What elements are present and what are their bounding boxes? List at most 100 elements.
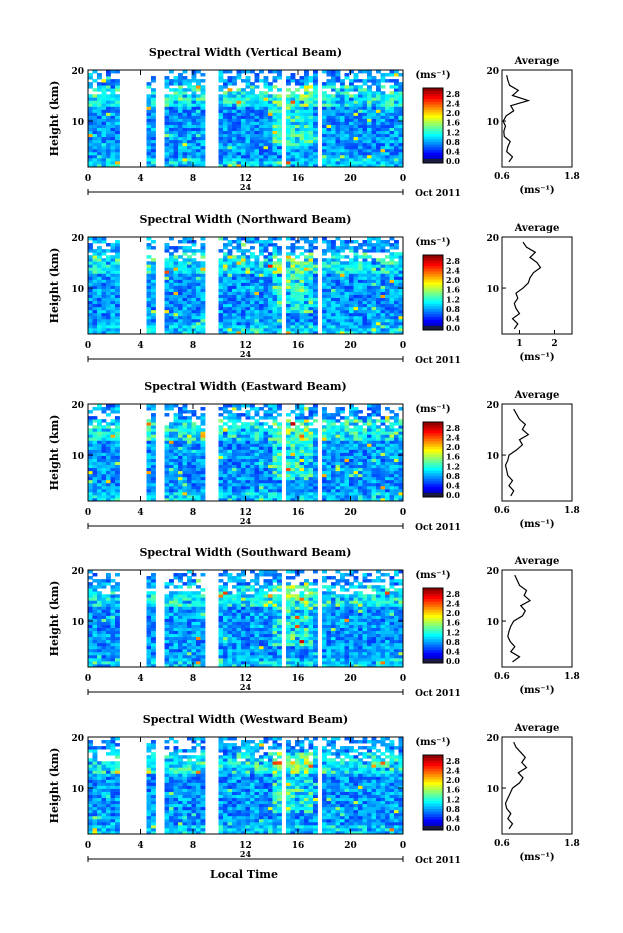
x-tick-label: 0 [85,674,91,684]
average-title: Average [514,556,560,567]
x-tick-label: 16 [292,174,305,184]
date-label: Oct 2011 [415,356,461,366]
y-tick-label: 20 [71,401,84,411]
average-y-tick-label: 20 [486,401,499,411]
average-title: Average [514,390,560,401]
day-label: 24 [240,182,252,192]
x-tick-label: 4 [137,841,143,851]
y-tick-label: 10 [71,285,84,295]
colorbar-tick-label: 0.0 [446,323,460,333]
y-tick-label: 20 [71,67,84,77]
x-tick-label: 20 [344,674,357,684]
panel-1: Spectral Width (Vertical Beam)1020Height… [48,46,580,199]
colorbar-tick-label: 2.0 [446,775,460,785]
average-y-tick-label: 10 [486,452,499,462]
day-label: 24 [240,849,252,859]
colorbar-tick-label: 1.6 [446,118,460,128]
average-xlabel: (ms⁻¹) [519,685,554,696]
colorbar-under [423,493,443,497]
colorbar-tick-label: 0.4 [446,813,460,823]
heatmap-cells [88,570,403,667]
heatmap-cells [88,737,403,834]
average-x-tick-label: 0.6 [494,172,510,182]
colorbar-tick-label: 0.4 [446,313,460,323]
average-x-tick-label: 0.6 [494,506,510,516]
colorbar-tick-label: 0.8 [446,304,460,314]
colorbar-tick-label: 2.0 [446,608,460,618]
colorbar-unit: (ms⁻¹) [415,70,450,81]
x-tick-label: 16 [292,341,305,351]
date-label: Oct 2011 [415,523,461,533]
x-tick-label: 0 [85,841,91,851]
heatmap-cells [88,70,403,167]
x-tick-label: 20 [344,341,357,351]
x-tick-label: 20 [344,174,357,184]
average-x-tick-label: 0.6 [494,672,510,682]
colorbar-tick-label: 2.8 [446,423,460,433]
colorbar-tick-label: 2.8 [446,89,460,99]
panel-4: Spectral Width (Southward Beam)1020Heigh… [48,546,580,699]
colorbar-tick-label: 1.6 [446,285,460,295]
colorbar-under [423,826,443,830]
average-y-tick-label: 20 [486,234,499,244]
average-y-tick-label: 10 [486,785,499,795]
x-tick-label: 16 [292,674,305,684]
panel-title: Spectral Width (Eastward Beam) [144,380,346,393]
x-tick-label: 0 [400,174,406,184]
colorbar-unit: (ms⁻¹) [415,737,450,748]
x-tick-label: 4 [137,674,143,684]
average-x-tick-label: 2 [551,339,557,349]
average-x-tick-label: 1.8 [564,839,580,849]
x-tick-label: 0 [85,174,91,184]
x-tick-label: 8 [190,174,196,184]
average-y-tick-label: 10 [486,118,499,128]
panel-title: Spectral Width (Vertical Beam) [149,46,342,59]
average-xlabel: (ms⁻¹) [519,352,554,363]
colorbar-tick-label: 0.8 [446,804,460,814]
colorbar-tick-label: 1.6 [446,452,460,462]
colorbar-tick-label: 0.8 [446,637,460,647]
colorbar-tick-label: 0.0 [446,656,460,666]
x-tick-label: 4 [137,174,143,184]
y-axis-label: Height (km) [48,581,61,657]
panel-title: Spectral Width (Westward Beam) [143,713,348,726]
y-tick-label: 10 [71,452,84,462]
colorbar-unit: (ms⁻¹) [415,404,450,415]
panel-5: Spectral Width (Westward Beam)1020Height… [48,713,580,866]
colorbar-tick-label: 0.8 [446,137,460,147]
colorbar-tick-label: 1.6 [446,785,460,795]
average-x-tick-label: 1 [516,339,522,349]
colorbar-tick-label: 2.0 [446,108,460,118]
average-y-tick-label: 20 [486,734,499,744]
average-xlabel: (ms⁻¹) [519,519,554,530]
x-tick-label: 0 [85,508,91,518]
y-tick-label: 10 [71,618,84,628]
y-tick-label: 10 [71,785,84,795]
x-tick-label: 8 [190,674,196,684]
colorbar-unit: (ms⁻¹) [415,237,450,248]
average-xlabel: (ms⁻¹) [519,852,554,863]
colorbar-tick-label: 1.2 [446,794,460,804]
colorbar-tick-label: 2.8 [446,589,460,599]
colorbar-tick-label: 2.4 [446,766,460,776]
x-tick-label: 20 [344,508,357,518]
average-x-tick-label: 0.6 [494,839,510,849]
colorbar-tick-label: 1.2 [446,461,460,471]
colorbar-tick-label: 0.8 [446,471,460,481]
colorbar-tick-label: 2.4 [446,599,460,609]
colorbar-tick-label: 2.4 [446,266,460,276]
average-x-tick-label: 1.8 [564,172,580,182]
x-tick-label: 4 [137,508,143,518]
y-axis-label: Height (km) [48,248,61,324]
colorbar-tick-label: 2.8 [446,256,460,266]
x-tick-label: 0 [400,674,406,684]
colorbar-tick-label: 0.0 [446,156,460,166]
x-tick-label: 16 [292,508,305,518]
day-label: 24 [240,516,252,526]
x-tick-label: 8 [190,508,196,518]
x-tick-label: 20 [344,841,357,851]
y-tick-label: 20 [71,567,84,577]
date-label: Oct 2011 [415,189,461,199]
